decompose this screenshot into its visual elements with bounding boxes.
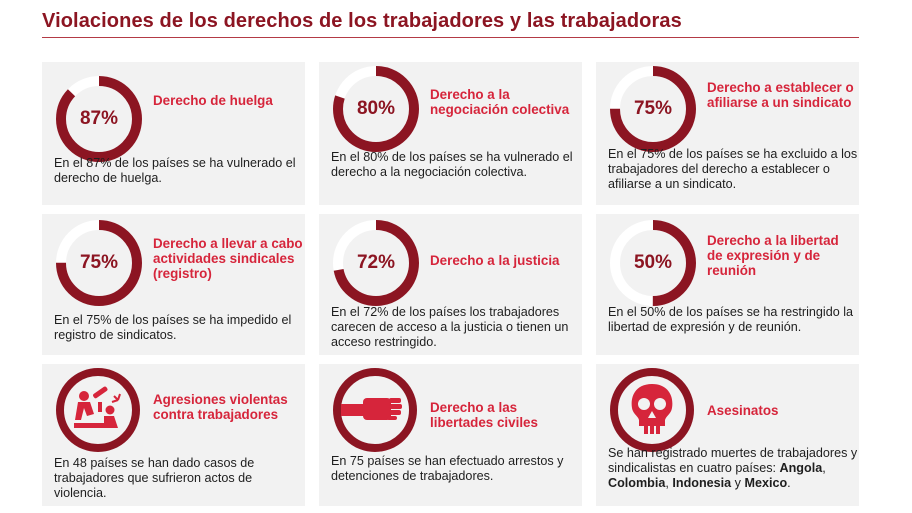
country-angola: Angola [779, 461, 823, 476]
ring-svg [610, 66, 696, 152]
card-heading: Derecho a la negociación colectiva [430, 87, 570, 117]
card-heading: Derecho a la justicia [430, 253, 560, 268]
card-heading: Derecho a llevar a cabo actividades sind… [153, 236, 303, 281]
country-indonesia: Indonesia [672, 476, 732, 491]
murders-description-text: Se han registrado muertes de trabajadore… [608, 446, 858, 476]
skull-icon [608, 366, 696, 454]
raised-fist-icon [331, 368, 419, 456]
ring-fill [333, 66, 419, 152]
percent-ring: 72% [331, 218, 421, 308]
card-description: En el 80% de los países se ha vulnerado … [331, 150, 573, 180]
ring-svg [333, 66, 419, 152]
country-mexico: Mexico [744, 476, 788, 491]
card-description: En el 75% de los países se ha excluido a… [608, 147, 858, 192]
percent-label: 72% [356, 252, 396, 273]
card-heading: Agresiones violentas contra trabajadores [153, 392, 288, 422]
percent-label: 80% [356, 98, 396, 119]
card-heading: Asesinatos [707, 403, 779, 418]
separator: , [822, 461, 826, 476]
card-description: En el 72% de los países los trabajadores… [331, 305, 569, 350]
ring-svg [56, 220, 142, 306]
ring-svg [56, 76, 142, 162]
card-description: En el 75% de los países se ha impedido e… [54, 313, 292, 343]
title-divider [42, 37, 859, 38]
card-heading: Derecho de huelga [153, 93, 273, 108]
card-union-registration: 75% Derecho a llevar a cabo actividades … [42, 214, 305, 355]
card-description: En 48 países se han dado casos de trabaj… [54, 456, 255, 501]
percent-ring: 50% [608, 218, 698, 308]
card-description: En el 87% de los países se ha vulnerado … [54, 156, 296, 186]
ring-fill [56, 76, 142, 162]
percent-label: 75% [633, 98, 673, 119]
ring-fill [333, 220, 419, 306]
card-heading: Derecho a la libertad de expresión y de … [707, 233, 839, 278]
separator: , [665, 476, 673, 491]
ring-svg [610, 220, 696, 306]
ring-fill [610, 220, 696, 306]
card-description: Se han registrado muertes de trabajadore… [608, 446, 858, 492]
card-civil-liberties: Derecho a las libertades civiles En 75 p… [319, 364, 582, 506]
page-title: Violaciones de los derechos de los traba… [42, 10, 682, 32]
separator: y [731, 476, 745, 491]
percent-ring: 80% [331, 64, 421, 154]
card-strike: 87% Derecho de huelga En el 87% de los p… [42, 62, 305, 205]
card-description: En el 50% de los países se ha restringid… [608, 305, 854, 335]
card-description: En 75 países se han efectuado arrestos y… [331, 454, 564, 484]
card-justice: 72% Derecho a la justicia En el 72% de l… [319, 214, 582, 355]
percent-label: 50% [633, 252, 673, 273]
ring-svg [333, 220, 419, 306]
country-colombia: Colombia [608, 476, 666, 491]
percent-ring: 87% [54, 74, 144, 164]
ring-fill [610, 66, 696, 152]
violent-assault-icon [54, 366, 142, 454]
percent-label: 75% [79, 252, 119, 273]
card-collective-bargaining: 80% Derecho a la negociación colectiva E… [319, 62, 582, 205]
percent-label: 87% [79, 108, 119, 129]
card-violent-attacks: Agresiones violentas contra trabajadores… [42, 364, 305, 506]
card-murders: Asesinatos Se han registrado muertes de … [596, 364, 859, 506]
ring-fill [56, 220, 142, 306]
percent-ring: 75% [608, 64, 698, 154]
card-heading: Derecho a establecer o afiliarse a un si… [707, 80, 854, 110]
separator: . [787, 476, 791, 491]
card-union-affiliation: 75% Derecho a establecer o afiliarse a u… [596, 62, 859, 205]
card-heading: Derecho a las libertades civiles [430, 400, 538, 430]
card-free-expression: 50% Derecho a la libertad de expresión y… [596, 214, 859, 355]
percent-ring: 75% [54, 218, 144, 308]
